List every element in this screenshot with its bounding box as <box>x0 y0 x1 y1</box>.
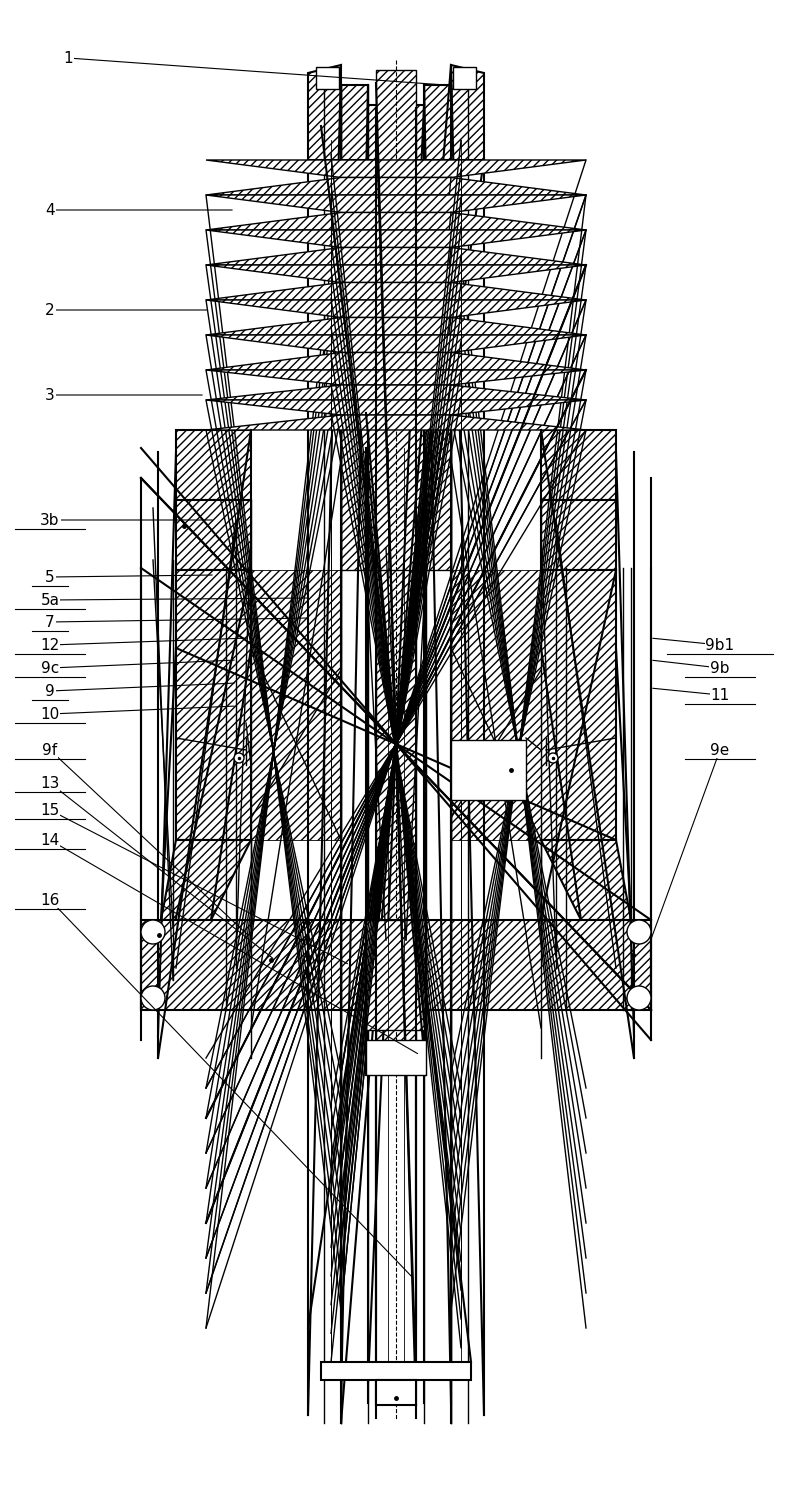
Text: 9e: 9e <box>710 743 729 757</box>
Polygon shape <box>206 247 586 265</box>
Circle shape <box>141 987 165 1010</box>
Polygon shape <box>206 385 586 400</box>
Polygon shape <box>206 177 586 195</box>
Text: 15: 15 <box>40 802 59 817</box>
Text: 9f: 9f <box>43 743 58 757</box>
Polygon shape <box>206 213 586 231</box>
Circle shape <box>141 920 165 943</box>
Bar <box>321 1362 471 1379</box>
Bar <box>316 67 339 89</box>
Text: 5: 5 <box>45 570 55 585</box>
Bar <box>341 161 451 570</box>
Polygon shape <box>206 231 586 247</box>
Polygon shape <box>206 353 586 371</box>
Text: 13: 13 <box>40 775 59 790</box>
Bar <box>541 500 616 570</box>
Bar <box>376 1379 416 1405</box>
Polygon shape <box>161 841 251 920</box>
Bar <box>376 70 416 1055</box>
Bar <box>451 740 526 801</box>
Text: 11: 11 <box>710 687 729 702</box>
Polygon shape <box>206 161 586 177</box>
Bar <box>541 570 616 841</box>
Bar <box>141 920 651 1010</box>
Polygon shape <box>206 301 586 317</box>
Text: 2: 2 <box>45 302 55 317</box>
Text: 12: 12 <box>40 637 59 653</box>
Polygon shape <box>206 335 586 353</box>
Text: 9: 9 <box>45 683 55 698</box>
Circle shape <box>234 753 244 763</box>
Polygon shape <box>541 841 631 920</box>
Bar <box>176 570 251 841</box>
Bar <box>366 1040 426 1074</box>
Text: 9c: 9c <box>41 661 59 676</box>
Polygon shape <box>206 265 586 283</box>
Bar <box>176 500 251 570</box>
Text: 16: 16 <box>40 893 59 908</box>
Text: 3: 3 <box>45 387 55 402</box>
Text: 1: 1 <box>63 51 73 65</box>
Text: 9b: 9b <box>710 661 729 676</box>
Text: 9b1: 9b1 <box>706 637 734 653</box>
Bar <box>366 920 426 1030</box>
Polygon shape <box>206 415 586 430</box>
Polygon shape <box>206 400 586 415</box>
Bar <box>541 430 616 500</box>
Polygon shape <box>206 317 586 335</box>
Polygon shape <box>206 283 586 301</box>
Text: 3b: 3b <box>40 512 59 528</box>
Polygon shape <box>251 570 341 841</box>
Polygon shape <box>206 195 586 213</box>
Polygon shape <box>308 65 484 161</box>
Polygon shape <box>451 570 541 841</box>
Bar <box>176 430 251 500</box>
Text: 5a: 5a <box>40 592 59 607</box>
Text: 14: 14 <box>40 832 59 848</box>
Bar <box>453 67 476 89</box>
Text: 4: 4 <box>45 202 55 217</box>
Circle shape <box>548 753 558 763</box>
Text: 7: 7 <box>45 615 55 629</box>
Circle shape <box>627 920 651 943</box>
Polygon shape <box>206 371 586 385</box>
Text: 10: 10 <box>40 707 59 722</box>
Circle shape <box>627 987 651 1010</box>
